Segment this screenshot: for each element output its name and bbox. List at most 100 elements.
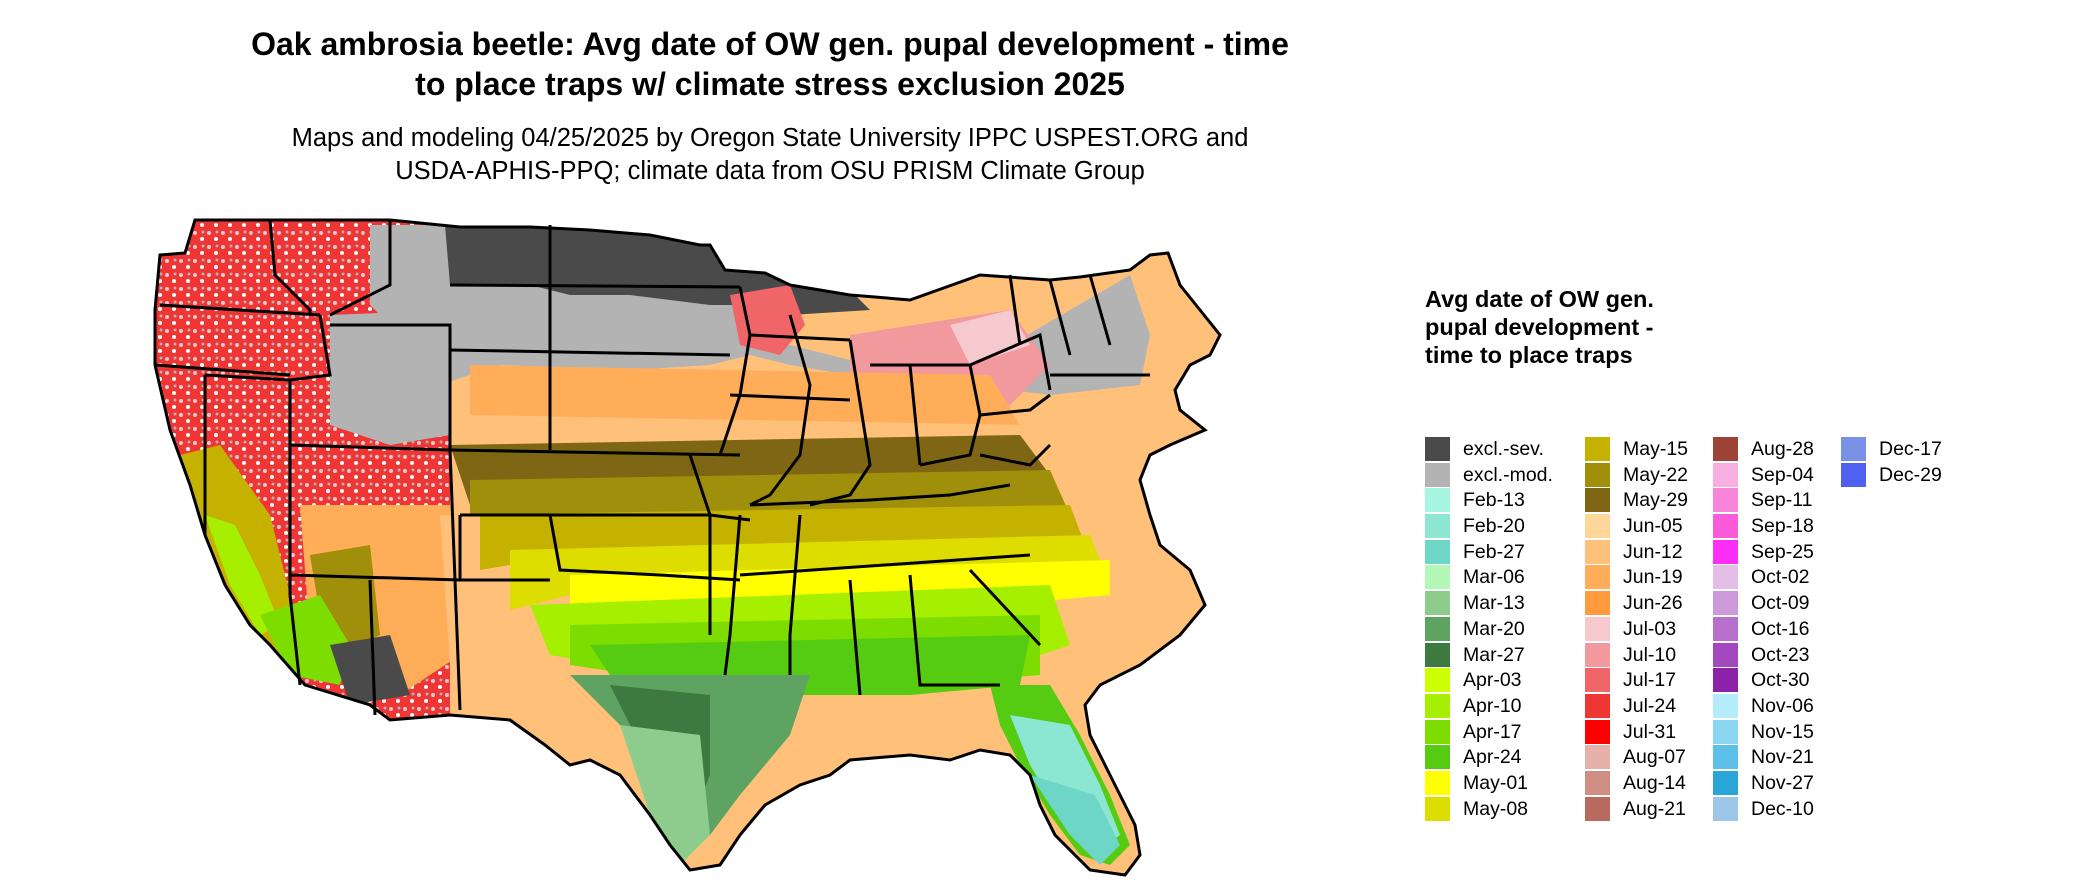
legend-item: Mar-06: [1425, 564, 1555, 590]
us-map: [150, 215, 1410, 891]
legend-item: Jun-05: [1585, 513, 1715, 539]
legend-swatch: [1841, 437, 1866, 461]
legend-label: Mar-27: [1463, 643, 1525, 666]
legend-swatch: [1713, 437, 1738, 461]
legend-label: Dec-29: [1879, 463, 1942, 486]
legend-item: Jul-31: [1585, 719, 1715, 745]
state-boundaries: [153, 218, 1222, 877]
legend-label: Mar-06: [1463, 566, 1525, 589]
legend-item: Apr-17: [1425, 719, 1555, 745]
legend-label: Jul-24: [1623, 694, 1677, 717]
legend-label: May-22: [1623, 463, 1689, 486]
legend-label: Mar-13: [1463, 592, 1525, 615]
legend-item: Sep-11: [1713, 487, 1843, 513]
legend-label: Jun-19: [1623, 566, 1683, 589]
legend-item: Oct-09: [1713, 590, 1843, 616]
legend-label: excl.-sev.: [1463, 438, 1544, 460]
legend-column: Dec-17 Dec-29: [1841, 436, 1971, 487]
legend-label: May-01: [1463, 771, 1529, 794]
legend-item: Feb-13: [1425, 487, 1555, 513]
legend-item: Jul-10: [1585, 642, 1715, 668]
legend-swatch: [1425, 565, 1450, 590]
legend-item: Jun-19: [1585, 564, 1715, 590]
legend-swatch: [1585, 796, 1610, 821]
map-subtitle: Maps and modeling 04/25/2025 by Oregon S…: [170, 122, 1370, 188]
legend-item: Jun-26: [1585, 590, 1715, 616]
legend-title: Avg date of OW gen. pupal development - …: [1425, 286, 1654, 368]
legend-swatch: [1425, 719, 1450, 744]
legend-swatch: [1585, 719, 1610, 744]
legend-label: Nov-06: [1751, 694, 1814, 717]
legend-item: Nov-21: [1713, 744, 1843, 770]
legend-label: Aug-14: [1623, 771, 1686, 794]
legend-item: May-08: [1425, 796, 1555, 822]
legend-label: Feb-20: [1463, 515, 1525, 538]
legend-swatch: [1713, 642, 1738, 667]
legend-swatch: [1425, 770, 1450, 795]
legend-swatch: [1585, 642, 1610, 667]
legend-item: Jun-12: [1585, 539, 1715, 565]
legend-label: Apr-10: [1463, 694, 1522, 717]
legend-swatch: [1425, 745, 1450, 770]
legend-label: Dec-10: [1751, 797, 1814, 820]
legend-label: Jun-05: [1623, 515, 1683, 538]
legend-item: Feb-27: [1425, 539, 1555, 565]
legend-item: Dec-17: [1841, 436, 1971, 462]
legend-swatch: [1585, 514, 1610, 539]
legend-swatch: [1713, 488, 1738, 513]
legend-swatch: [1713, 591, 1738, 616]
legend-item: Jul-03: [1585, 616, 1715, 642]
legend-label: Apr-03: [1463, 669, 1522, 692]
legend-swatch: [1585, 745, 1610, 770]
legend-item: May-15: [1585, 436, 1715, 462]
legend-label: Aug-28: [1751, 438, 1814, 460]
map-fill-regions: [155, 220, 1220, 875]
legend-swatch: [1585, 565, 1610, 590]
legend-item: excl.-mod.: [1425, 462, 1555, 488]
legend-swatch: [1585, 539, 1610, 564]
legend-item: Nov-06: [1713, 693, 1843, 719]
legend-item: May-22: [1585, 462, 1715, 488]
legend-item: Mar-13: [1425, 590, 1555, 616]
legend-item: Mar-20: [1425, 616, 1555, 642]
legend-swatch: [1425, 462, 1450, 487]
legend-swatch: [1425, 616, 1450, 641]
legend-label: Oct-02: [1751, 566, 1810, 589]
map-subtitle-line-2: USDA-APHIS-PPQ; climate data from OSU PR…: [395, 157, 1145, 185]
legend-item: Apr-10: [1425, 693, 1555, 719]
legend-item: Oct-02: [1713, 564, 1843, 590]
legend-item: Oct-16: [1713, 616, 1843, 642]
legend-column: Aug-28 Sep-04 Sep-11 Sep-18 Sep-25 Oct-02 Oct-…: [1713, 436, 1843, 821]
legend-column: excl.-sev. excl.-mod. Feb-13 Feb-20 Feb-27 Ma…: [1425, 436, 1555, 821]
legend-item: Jul-24: [1585, 693, 1715, 719]
legend-item: Dec-29: [1841, 462, 1971, 488]
legend-swatch: [1713, 462, 1738, 487]
legend-swatch: [1713, 693, 1738, 718]
legend-swatch: [1425, 539, 1450, 564]
legend-label: Jul-31: [1623, 720, 1677, 743]
map-title-line-1: Oak ambrosia beetle: Avg date of OW gen.…: [251, 26, 1289, 62]
legend-swatch: [1425, 488, 1450, 513]
legend-swatch: [1425, 796, 1450, 821]
legend-item: Apr-24: [1425, 744, 1555, 770]
legend-label: Feb-13: [1463, 489, 1525, 512]
legend-swatch: [1425, 668, 1450, 693]
legend-label: Jun-26: [1623, 592, 1683, 615]
legend-swatch: [1585, 591, 1610, 616]
legend-label: excl.-mod.: [1463, 463, 1553, 486]
map-legend: Avg date of OW gen. pupal development - …: [1425, 285, 2085, 845]
legend-item: Nov-27: [1713, 770, 1843, 796]
legend-label: Oct-09: [1751, 592, 1810, 615]
legend-item: Aug-07: [1585, 744, 1715, 770]
legend-swatch: [1841, 462, 1866, 487]
legend-label: May-15: [1623, 438, 1689, 460]
legend-item: Sep-04: [1713, 462, 1843, 488]
legend-swatch: [1425, 693, 1450, 718]
legend-label: Feb-27: [1463, 540, 1525, 563]
legend-item: Dec-10: [1713, 796, 1843, 822]
legend-label: Sep-25: [1751, 540, 1814, 563]
legend-swatch: [1713, 514, 1738, 539]
legend-label: Nov-21: [1751, 746, 1814, 769]
legend-label: Jul-10: [1623, 643, 1677, 666]
legend-label: Oct-16: [1751, 617, 1810, 640]
